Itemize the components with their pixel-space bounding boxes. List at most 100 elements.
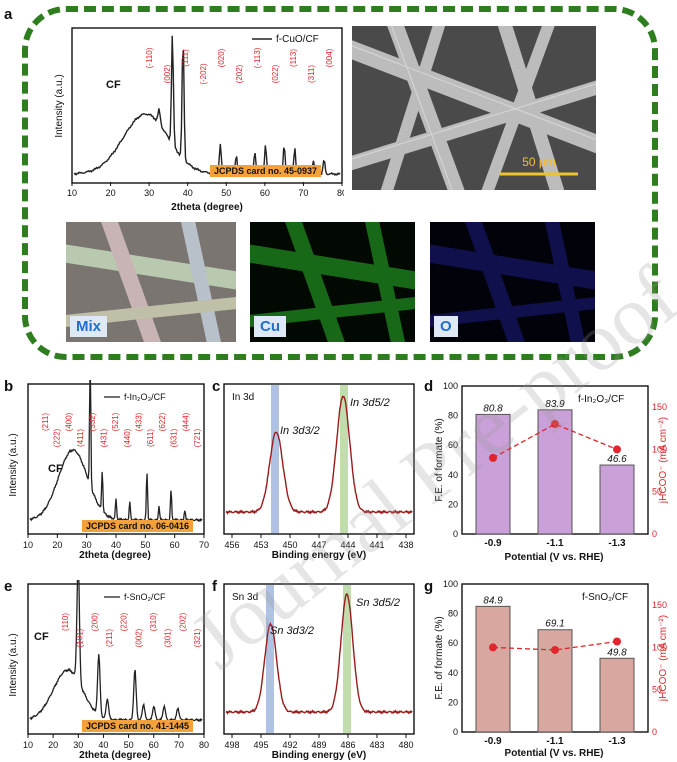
xrd-a-peak-0: (-110) [145,47,154,68]
xrd-b-peak-3: (411) [76,429,85,447]
xps-c-peak2: In 3d5/2 [350,397,390,409]
bar-g-ytick-3: 60 [448,638,458,648]
xps-f-peak1: Sn 3d3/2 [270,625,314,637]
xrd-e-peak-8: (202) [178,612,187,631]
xrd-b-legend: f-In₂O₃/CF [124,392,166,402]
xrd-b-tick-labels: 10 20 30 40 50 60 70 [23,534,209,550]
bar-g-y2tick-1: 50 [652,685,662,695]
xrd-e-tick-2: 30 [73,740,83,750]
xrd-b-peak-labels: (211)(222)(400)(411)(332)(431)(521)(440)… [41,412,202,447]
xrd-e-ylabel: Intensity (a.u.) [8,633,19,696]
xrd-e-xlabel: 2theta (degree) [79,750,151,760]
xrd-a-peak-7: (022) [271,64,280,83]
xrd-a-peak-1: (002) [163,64,172,83]
bar-d-ytick-1: 20 [448,499,458,509]
bar-g-ytick-4: 80 [448,609,458,619]
xps-c-tick-4: 444 [340,540,355,550]
bar-g-j-point-0 [489,643,497,652]
xps-f-peak2: Sn 3d5/2 [356,597,400,609]
xrd-b-ylabel: Intensity (a.u.) [8,433,19,496]
xrd-b-tick-1: 20 [52,540,62,550]
xrd-a-peak-3: (-202) [199,63,208,85]
xrd-a-tick-4: 50 [221,188,231,198]
xps-c-tick-3: 447 [311,540,326,550]
bar-d-bar-0 [475,413,511,535]
bar-g-xlabel: Potential (V vs. RHE) [505,748,604,759]
xrd-e-tick-5: 60 [149,740,159,750]
xrd-b-peak-4: (332) [88,412,97,431]
bar-g-datalabel-1: 69.1 [545,619,564,630]
sem-fibers: 50 μm [352,26,596,190]
xps-c-tick-2: 450 [282,540,297,550]
xrd-a-xlabel: 2theta (degree) [171,202,243,213]
xrd-a-ylabel: Intensity (a.u.) [54,74,65,137]
xrd-b-curve [29,380,203,523]
bar-g-j-point-1 [551,645,559,654]
bar-g-marks: 0 20 40 60 80 100 0 50 100 150 84.9 -0.9 69.1 -1.1 49.… [443,579,667,747]
bar-d-y2tick-3: 150 [652,402,667,412]
bar-g-ytick-2: 40 [448,668,458,678]
bar-d-xlabel: Potential (V vs. RHE) [505,552,604,563]
bar-d-bar-2 [599,464,635,535]
xrd-a-peak-5: (202) [235,64,244,83]
xrd-a-tick-0: 10 [67,188,77,198]
xrd-b-peak-9: (611) [146,429,155,447]
xrd-a-cf-label: CF [106,79,121,91]
bar-chart-g: F.E. of formate (%) jHCOO⁻ (mA cm⁻²) Pot… [434,579,669,759]
xrd-b-peak-7: (440) [123,428,132,447]
xps-f-xlabel: Binding energy (eV) [272,750,366,760]
xrd-a-peak-6: (-113) [253,47,262,68]
map-cu-label: Cu [254,316,286,337]
xrd-b-peak-6: (521) [111,412,120,431]
panel-label-d: d [424,378,434,395]
xrd-b-peak-12: (444) [181,412,190,431]
panel-label-e: e [4,578,13,595]
panel-label-g: g [424,578,434,595]
xps-f-tick-3: 489 [311,740,326,750]
xrd-e-tick-4: 50 [124,740,134,750]
xrd-a-tick-3: 40 [183,188,193,198]
bar-g-xtick-0: -0.9 [484,736,502,747]
bar-g-bar-1 [537,629,573,733]
xrd-b-peak-8: (433) [135,412,144,431]
bar-d-xtick-2: -1.3 [608,538,626,549]
bar-d-j-point-2 [613,445,621,454]
xps-f-tick-0: 498 [224,740,239,750]
map-o-label: O [434,316,458,337]
xrd-e-peak-7: (301) [164,628,173,647]
bar-d-marks: 0 20 40 60 80 100 0 50 100 150 80.8 -0.9 83.9 -1.1 46.… [443,381,667,549]
xrd-e-tick-labels: 10 20 30 40 50 60 70 80 [23,734,209,750]
xps-c-tick-6: 438 [398,540,413,550]
bar-g-datalabel-0: 84.9 [483,595,503,606]
bar-d-y2tick-2: 100 [652,444,667,454]
xps-c-peak1: In 3d3/2 [280,425,320,437]
bar-g-y2tick-0: 0 [652,727,657,737]
xrd-e-peak-2: (200) [90,612,99,631]
xps-f-tick-4: 486 [340,740,355,750]
xrd-a-tick-5: 60 [260,188,270,198]
xrd-chart-a: Intensity (a.u.) 2theta (degree) f-CuO/C… [54,27,344,213]
xrd-e-peak-labels: (110) (101) (200) (211) (220) (002) (310) (301)… [61,612,202,647]
map-mix-label: Mix [70,316,108,337]
xps-f-tick-1: 495 [253,740,268,750]
xrd-e-cf-label: CF [34,631,49,643]
xrd-a-axes [71,27,343,184]
bar-g-datalabel-2: 49.8 [607,647,627,658]
bar-g-j-point-2 [613,637,621,646]
panel-label-a: a [4,6,13,23]
bar-g-ytick-1: 20 [448,697,458,707]
xrd-e-peak-4: (220) [120,612,129,631]
bar-g-xtick-1: -1.1 [546,736,564,747]
xps-c-xlabel: Binding energy (eV) [272,550,366,560]
xrd-a-tick-6: 70 [298,188,308,198]
xps-c-tick-labels: 456 453 450 447 444 441 438 [224,534,414,550]
xrd-a-tick-7: 80 [337,188,344,198]
xrd-e-peak-3: (211) [105,629,114,647]
bar-d-ytick-5: 100 [443,381,458,391]
bar-g-xtick-2: -1.3 [608,736,626,747]
bar-d-j-point-1 [551,420,559,429]
xps-f-tick-labels: 498 495 492 489 486 483 480 [224,734,414,750]
xrd-b-peak-0: (211) [41,413,50,431]
bar-d-xtick-0: -0.9 [484,538,502,549]
xrd-b-card: JCPDS card no. 06-0416 [82,520,194,532]
